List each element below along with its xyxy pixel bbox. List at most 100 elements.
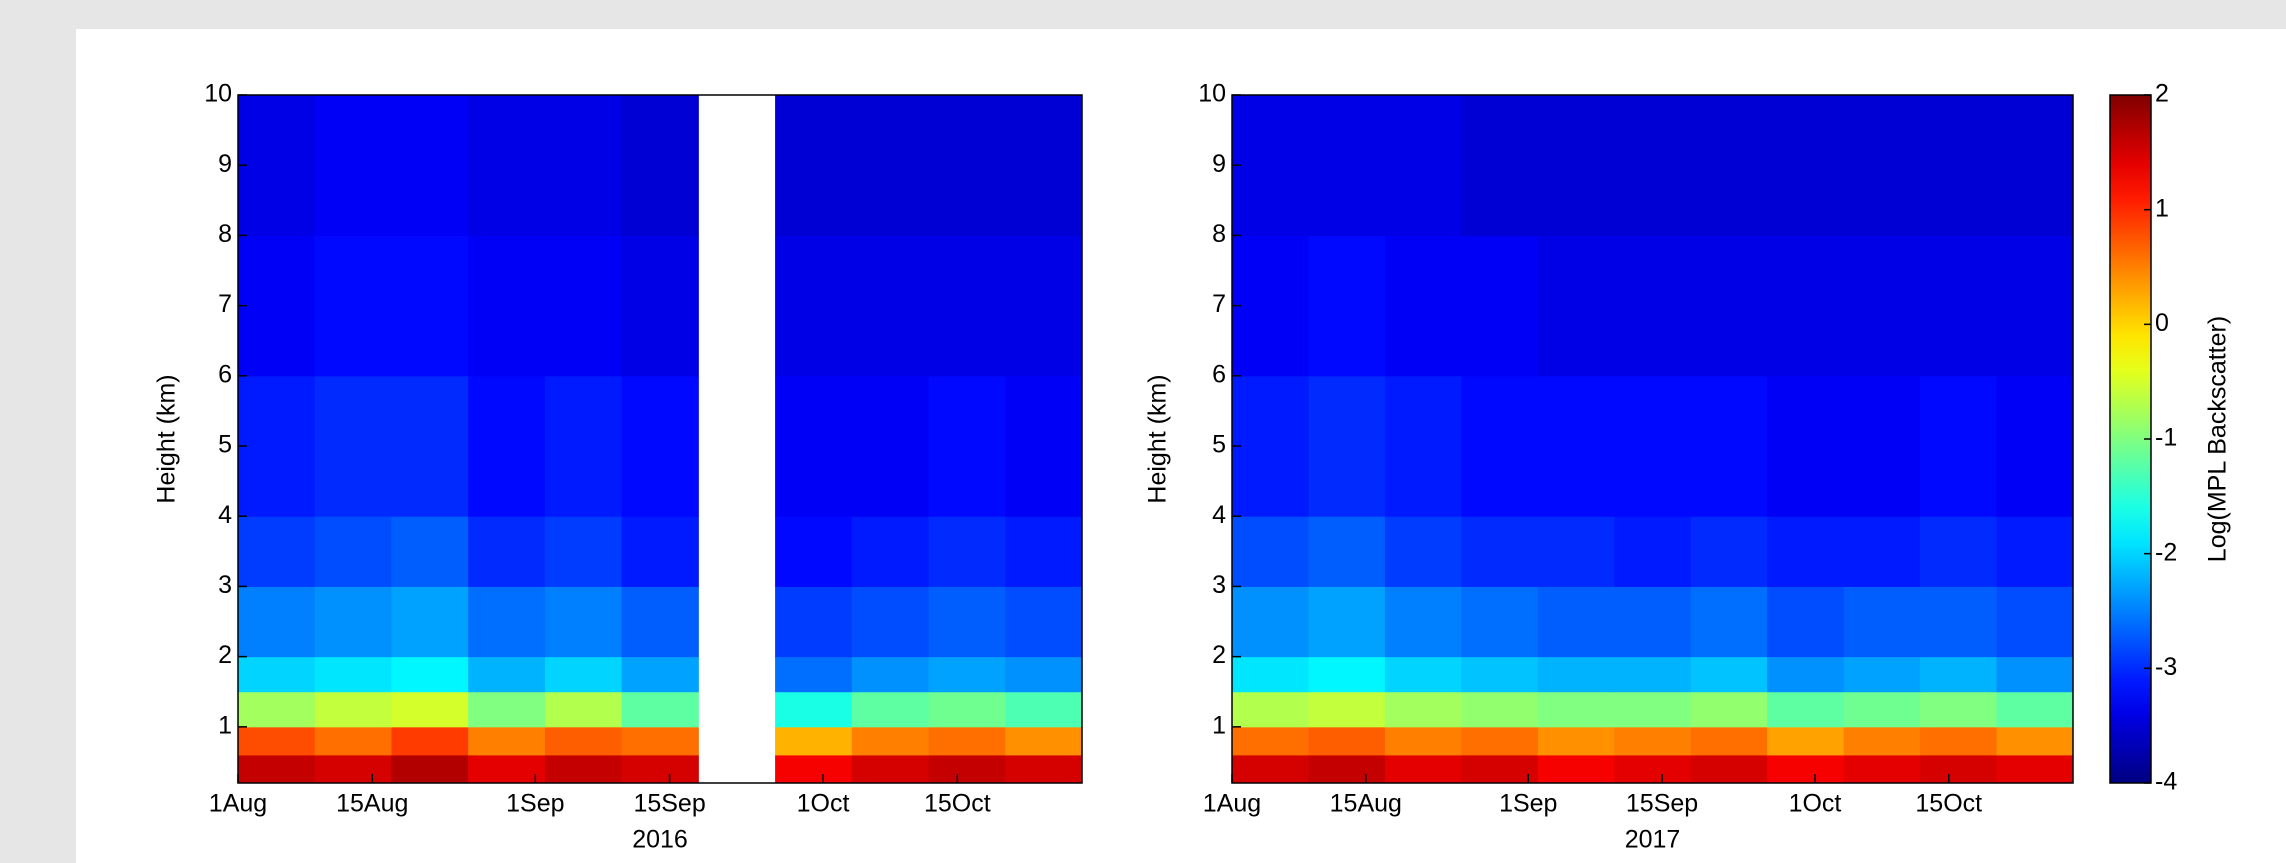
heatmap-cell xyxy=(1005,754,1083,784)
heatmap-cell xyxy=(1537,754,1615,784)
heatmap-cell xyxy=(1996,586,2074,658)
heatmap-cell xyxy=(468,656,546,693)
y-tick-label: 8 xyxy=(218,220,232,248)
heatmap-cell xyxy=(1232,95,1309,236)
y-tick-label: 9 xyxy=(1212,150,1226,178)
heatmap-cell xyxy=(1843,235,1921,377)
heatmap-cell xyxy=(1996,656,2074,693)
heatmap-cell xyxy=(391,95,469,236)
heatmap-cell xyxy=(1232,375,1309,517)
heatmap-cell xyxy=(621,95,699,236)
heatmap-cell xyxy=(314,235,392,377)
heatmap-cell xyxy=(1384,95,1462,236)
heatmap-cell xyxy=(1461,691,1539,728)
heatmap-cell xyxy=(1461,516,1539,587)
heatmap-cell xyxy=(1461,95,1539,236)
colorbar-tick-label: -1 xyxy=(2155,424,2177,452)
x-tick-label: 1Aug xyxy=(209,790,267,818)
y-tick-label: 6 xyxy=(1212,360,1226,388)
y-tick-label: 5 xyxy=(1212,431,1226,459)
heatmap-cell xyxy=(468,754,546,784)
heatmap-cell xyxy=(314,726,392,756)
heatmap-cell xyxy=(1920,516,1998,587)
heatmap-cell xyxy=(1767,375,1845,517)
heatmap-cell xyxy=(851,375,930,517)
heatmap-cell xyxy=(775,95,853,236)
heatmap-cell xyxy=(1920,754,1998,784)
heatmap-cell xyxy=(775,516,853,587)
y-tick-label: 6 xyxy=(218,360,232,388)
heatmap-cell xyxy=(1308,691,1386,728)
heatmap-cell xyxy=(1690,691,1768,728)
heatmap-cell xyxy=(1308,754,1386,784)
heatmap-cell xyxy=(1537,516,1615,587)
heatmap-cell xyxy=(238,691,316,728)
y-axis-label: Height (km) xyxy=(153,374,181,503)
heatmap-cell xyxy=(1767,691,1845,728)
heatmap-cell xyxy=(1843,656,1921,693)
heatmap-cell xyxy=(1767,95,1845,236)
y-tick-label: 10 xyxy=(1198,80,1226,108)
y-tick-label: 3 xyxy=(218,571,232,599)
heatmap-cell xyxy=(1996,726,2074,756)
heatmap-cell xyxy=(1843,95,1921,236)
y-tick-label: 9 xyxy=(218,150,232,178)
plot-frame xyxy=(1231,94,2074,784)
heatmap-cell xyxy=(1537,656,1615,693)
heatmap-cell xyxy=(1843,754,1921,784)
heatmap-cell xyxy=(621,586,699,658)
y-tick-label: 7 xyxy=(1212,290,1226,318)
y-tick-label: 2 xyxy=(218,641,232,669)
heatmap-cell xyxy=(621,375,699,517)
x-tick-label: 15Aug xyxy=(336,790,408,818)
colorbar-tick-label: 0 xyxy=(2155,309,2169,337)
y-tick-label: 4 xyxy=(218,501,232,529)
y-tick-label: 2 xyxy=(1212,641,1226,669)
heatmap-cell xyxy=(391,235,469,377)
heatmap-cell xyxy=(1614,235,1692,377)
heatmap-cell xyxy=(775,375,853,517)
heatmap-cell xyxy=(928,375,1006,517)
heatmap-cell xyxy=(1690,754,1768,784)
heatmap-cell xyxy=(851,586,930,658)
heatmap-cell xyxy=(314,586,392,658)
heatmap-cell xyxy=(544,726,623,756)
heatmap-cell xyxy=(1614,516,1692,587)
heatmap-cell xyxy=(1005,726,1083,756)
y-tick-label: 8 xyxy=(1212,220,1226,248)
heatmap-cell xyxy=(1690,726,1768,756)
heatmap-cell xyxy=(851,95,930,236)
heatmap-cell xyxy=(1920,656,1998,693)
heatmap-cell xyxy=(468,516,546,587)
colorbar-tick-label: 1 xyxy=(2155,194,2169,222)
heatmap-cell xyxy=(1920,95,1998,236)
y-tick-label: 10 xyxy=(204,80,232,108)
heatmap-cell xyxy=(1461,754,1539,784)
heatmap-cell xyxy=(544,656,623,693)
colorbar-tick-label: 2 xyxy=(2155,80,2169,108)
x-tick-label: 15Sep xyxy=(1626,790,1698,818)
heatmap-cell xyxy=(391,375,469,517)
heatmap-cell xyxy=(1537,235,1615,377)
heatmap-cell xyxy=(544,586,623,658)
heatmap-cell xyxy=(928,726,1006,756)
heatmap-cell xyxy=(1232,516,1309,587)
heatmap-cell xyxy=(1843,691,1921,728)
heatmap-cell xyxy=(468,375,546,517)
heatmap-cell xyxy=(544,235,623,377)
x-tick-label: 1Oct xyxy=(797,790,850,818)
heatmap-cell xyxy=(775,726,853,756)
heatmap-cell xyxy=(391,516,469,587)
plot-frame xyxy=(237,94,1083,784)
heatmap-cell xyxy=(1690,586,1768,658)
heatmap-cell xyxy=(1690,95,1768,236)
heatmap-cell xyxy=(544,95,623,236)
heatmap-cell xyxy=(1308,656,1386,693)
heatmap-cell xyxy=(1384,235,1462,377)
heatmap-cell xyxy=(1843,726,1921,756)
heatmap-cell xyxy=(391,656,469,693)
heatmap-cell xyxy=(314,691,392,728)
heatmap-cell xyxy=(238,586,316,658)
heatmap-cell xyxy=(1005,586,1083,658)
heatmap-cell xyxy=(851,516,930,587)
